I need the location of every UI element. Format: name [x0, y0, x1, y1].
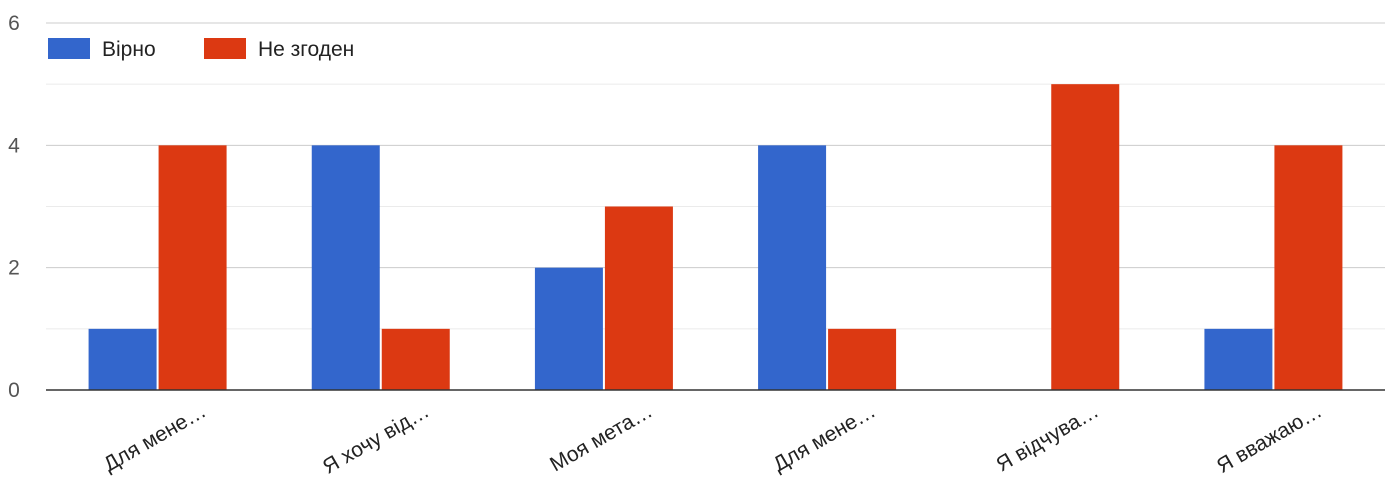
- bar-virno: [758, 145, 827, 390]
- x-axis-labels: Для мене… Я хочу від… Моя мета… Для мене… Я …: [100, 399, 1326, 478]
- legend-swatch: [48, 38, 90, 59]
- bar-ne-zgoden: [828, 328, 897, 390]
- x-category-label: Для мене…: [100, 399, 210, 476]
- gridlines: [46, 22, 1385, 330]
- bar-ne-zgoden: [1274, 145, 1343, 390]
- legend: Вірно Не згоден: [48, 38, 354, 61]
- bar-virno: [1204, 328, 1273, 390]
- x-category-label: Я хочу від…: [319, 399, 433, 478]
- bar-ne-zgoden: [604, 206, 673, 390]
- bar-virno: [311, 145, 380, 390]
- legend-swatch: [204, 38, 246, 59]
- x-category-label: Моя мета…: [546, 399, 656, 476]
- bars: [88, 84, 1343, 391]
- legend-label: Не згоден: [258, 38, 354, 61]
- y-tick-label: 2: [8, 257, 20, 280]
- bar-ne-zgoden: [158, 145, 227, 390]
- legend-label: Вірно: [102, 38, 156, 61]
- bar-virno: [534, 267, 603, 390]
- x-category-label: Для мене…: [769, 399, 879, 476]
- y-tick-label: 0: [8, 379, 20, 402]
- y-axis-ticks: 0 2 4 6: [8, 12, 20, 402]
- bar-virno: [88, 328, 157, 390]
- x-category-label: Я відчува…: [992, 399, 1102, 476]
- x-category-label: Я вважаю…: [1213, 399, 1326, 478]
- y-tick-label: 4: [8, 134, 20, 157]
- bar-ne-zgoden: [1051, 84, 1120, 391]
- bar-ne-zgoden: [381, 328, 450, 390]
- y-tick-label: 6: [8, 12, 20, 35]
